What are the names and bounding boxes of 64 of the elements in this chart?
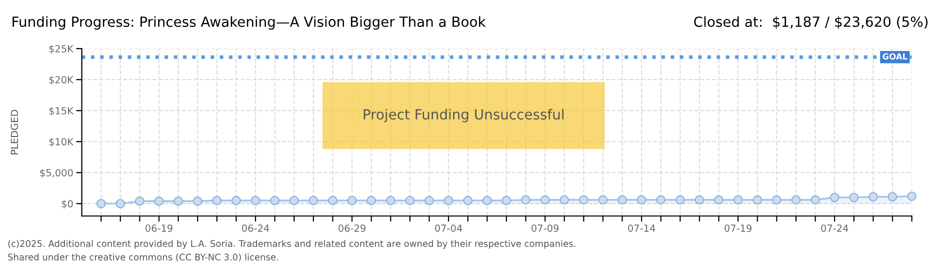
ref-line-label: GOAL <box>882 53 908 60</box>
point <box>463 196 472 206</box>
point <box>868 192 878 202</box>
x-tick-label: 06-19 <box>146 224 172 232</box>
point <box>174 196 183 206</box>
x-tick-label: 07-19 <box>724 224 752 232</box>
point <box>733 195 743 205</box>
text: Shared under the creative commons (CC BY-NC 3.0) license. <box>8 253 278 262</box>
point <box>386 196 396 206</box>
point <box>676 195 685 205</box>
point <box>347 196 357 206</box>
y-tick-label: $25K <box>49 44 74 54</box>
point <box>791 195 801 205</box>
point <box>888 192 898 202</box>
point <box>135 196 144 206</box>
point <box>521 195 530 205</box>
point <box>250 196 260 206</box>
point <box>636 195 646 205</box>
x-tick-label: 07-04 <box>435 224 462 232</box>
x-tick-label: 07-09 <box>532 224 558 232</box>
x-tick-label: 06-24 <box>242 224 270 232</box>
x-tick-label: 07-14 <box>628 224 656 232</box>
point <box>502 196 512 206</box>
point <box>810 195 820 205</box>
point <box>405 196 415 206</box>
point <box>308 196 318 206</box>
point <box>714 195 724 205</box>
chart-subtitle: Closed at: $1,187 / $23,620 (5%) <box>694 16 928 29</box>
y-tick-label: $10K <box>49 138 74 147</box>
point <box>270 196 280 206</box>
point <box>579 195 588 205</box>
point <box>849 192 859 202</box>
x-tick-label: 07-24 <box>821 224 848 232</box>
point <box>830 192 840 202</box>
point <box>482 196 492 206</box>
point <box>192 196 202 206</box>
annotation: Project Funding Unsuccessful <box>364 108 564 122</box>
x-tick-label: 06-29 <box>338 224 366 232</box>
point <box>232 196 241 206</box>
point <box>328 196 338 206</box>
point <box>366 196 376 206</box>
point <box>752 195 762 205</box>
y-tick-label: $5,000 <box>40 168 73 178</box>
text: (c)2025. Additional content provided by L.A. Soria. Trademarks and related content are owned by their respective companies. <box>8 240 576 249</box>
point <box>444 196 454 206</box>
point <box>618 195 627 205</box>
chart-title: Funding Progress: Princess Awakening—A Vision Bigger Than a Book <box>12 16 486 30</box>
point <box>907 192 916 201</box>
point <box>289 196 299 206</box>
point <box>598 195 608 205</box>
point <box>694 195 704 205</box>
y-tick-label: $15K <box>49 106 74 116</box>
point <box>772 195 782 205</box>
y-axis-title: PLEDGED <box>10 110 18 154</box>
point <box>540 195 550 205</box>
point <box>656 195 666 205</box>
point <box>212 196 222 206</box>
y-tick-label: $0 <box>62 200 73 209</box>
point <box>424 196 434 206</box>
point <box>96 198 106 208</box>
point <box>116 198 126 208</box>
y-tick-label: $20K <box>49 76 74 85</box>
point <box>154 196 164 206</box>
point <box>560 195 569 205</box>
